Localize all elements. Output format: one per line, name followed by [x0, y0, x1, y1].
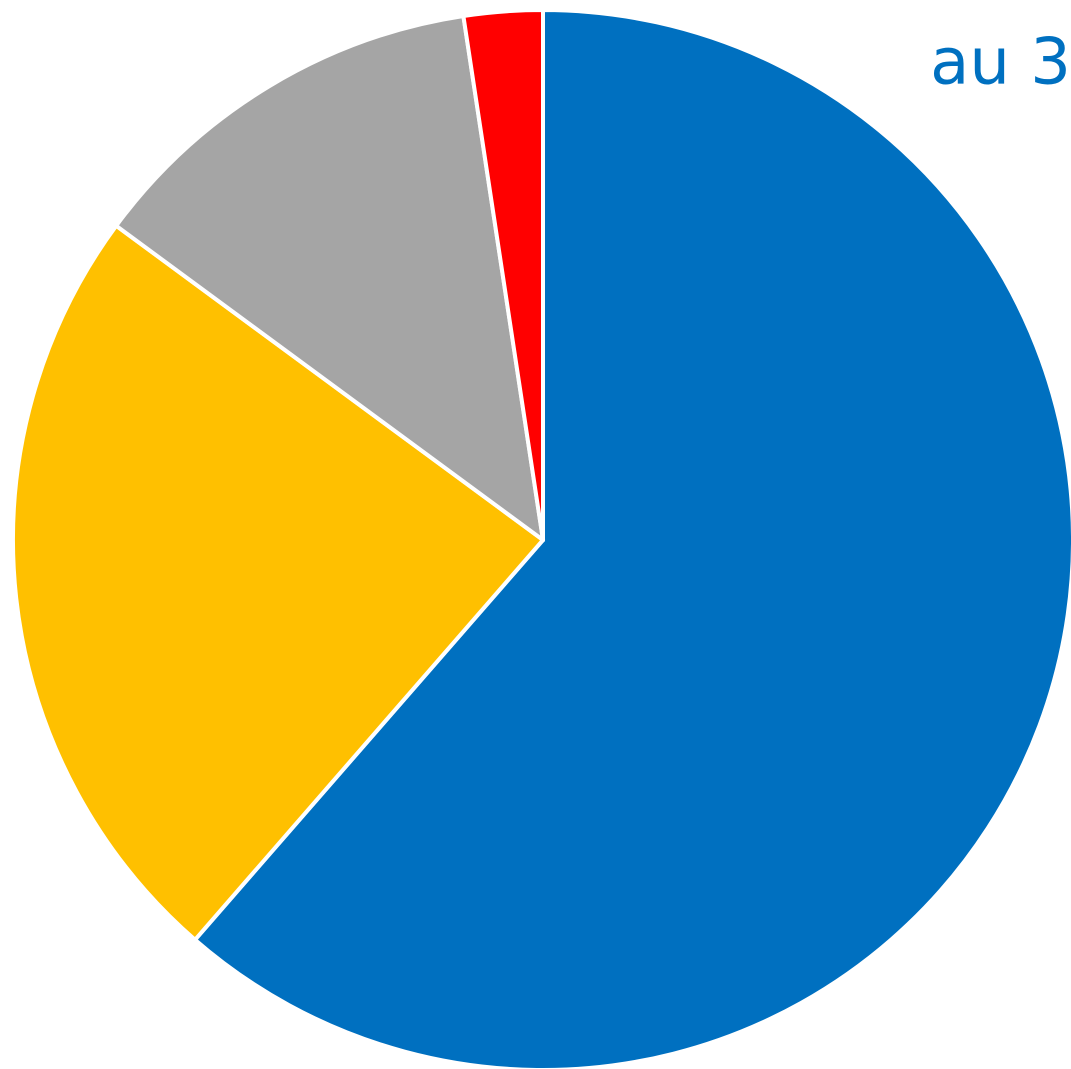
chart-title: au 3	[930, 26, 1071, 100]
pie	[11, 8, 1071, 1069]
pie-slice	[461, 8, 545, 542]
pie-slice	[114, 14, 545, 542]
pie-slice	[193, 8, 1071, 1069]
pie-slice	[11, 223, 545, 942]
